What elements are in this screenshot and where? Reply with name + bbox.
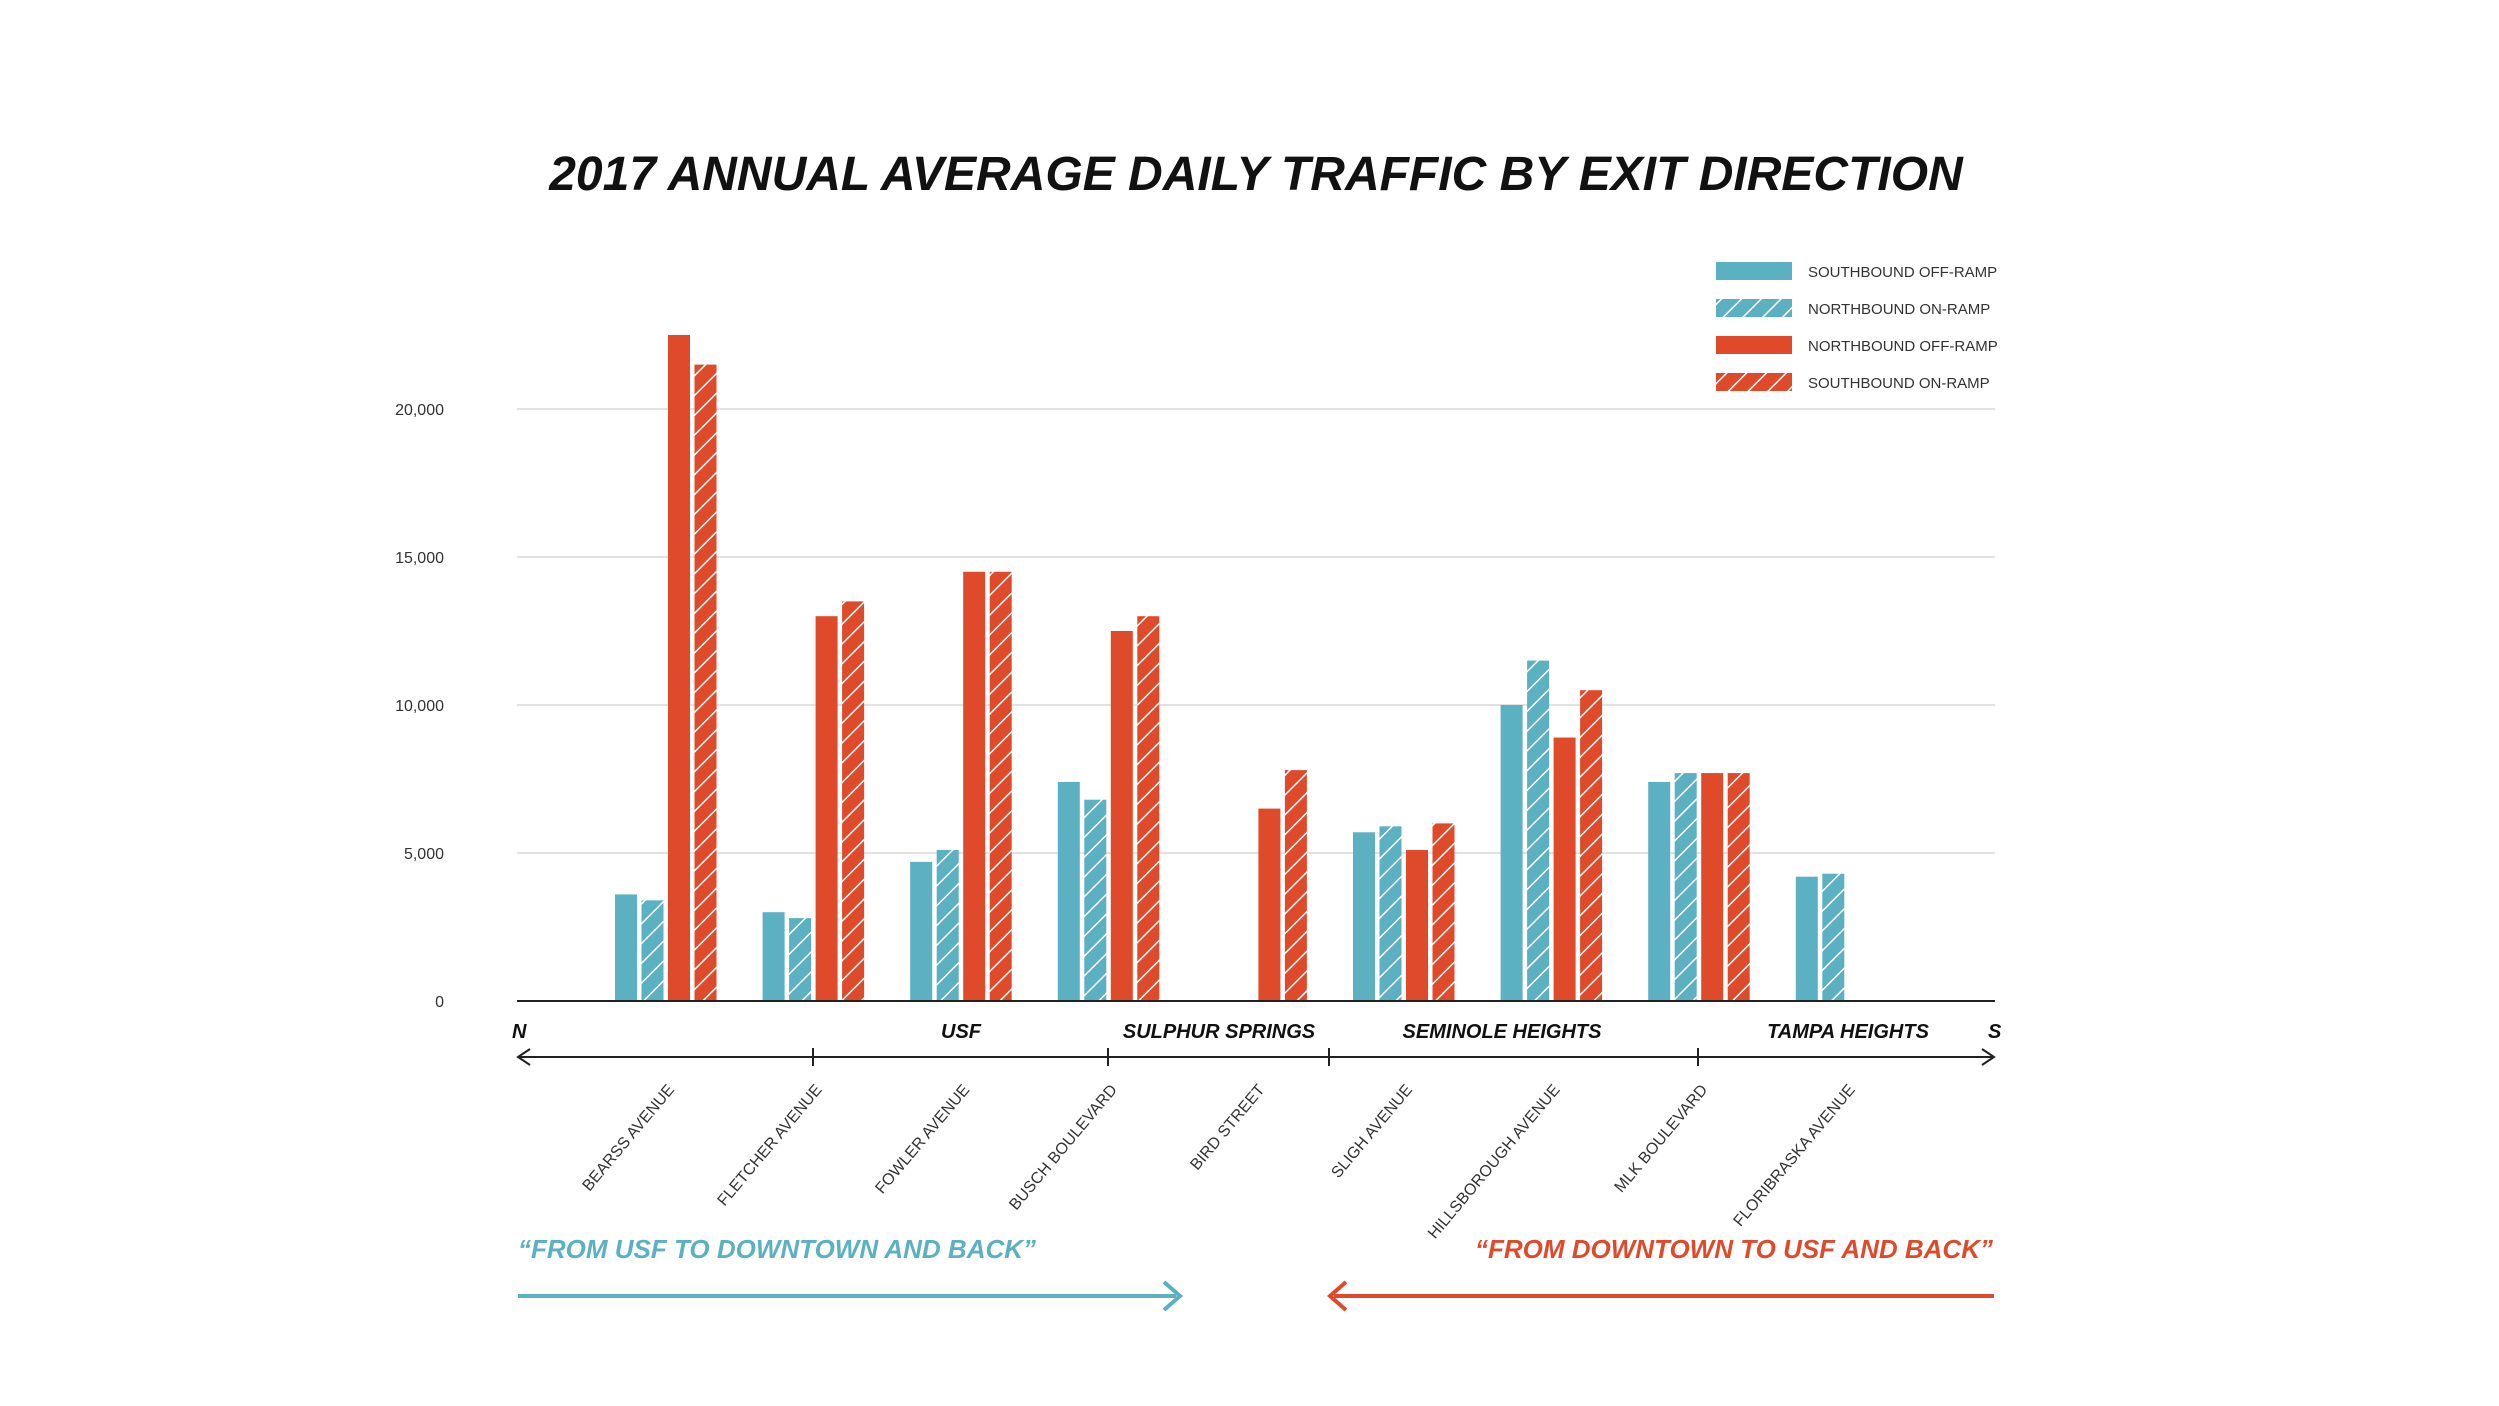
southbound-arrow <box>518 1280 1184 1312</box>
region-usf: USF <box>941 1021 982 1043</box>
legend-swatch <box>1716 373 1792 391</box>
exit-label: HILLSBOROUGH AVENUE <box>1425 1082 1564 1243</box>
exit-label: BIRD STREET <box>1187 1081 1268 1173</box>
legend-swatch <box>1716 336 1792 354</box>
chart-title: 2017 ANNUAL AVERAGE DAILY TRAFFIC BY EXI… <box>548 148 1964 201</box>
legend-swatch <box>1716 262 1792 280</box>
bar-southbound-on-ramp-0 <box>694 364 717 1002</box>
region-axis-right-arrow <box>1981 1048 1996 1066</box>
annotation-usf-to-downtown: “FROM USF TO DOWNTOWN AND BACK” <box>518 1234 1036 1264</box>
legend-label: SOUTHBOUND OFF-RAMP <box>1808 264 1997 281</box>
bar-northbound-off-ramp-2 <box>963 571 986 1001</box>
axis-end-south: S <box>1988 1021 2002 1043</box>
region-seminole-heights: SEMINOLE HEIGHTS <box>1403 1021 1603 1043</box>
bar-northbound-off-ramp-4 <box>1258 808 1281 1001</box>
bar-southbound-on-ramp-5 <box>1432 823 1455 1001</box>
bar-northbound-on-ramp-3 <box>1084 799 1107 1001</box>
legend-label: SOUTHBOUND ON-RAMP <box>1808 375 1990 392</box>
legend: SOUTHBOUND OFF-RAMP NORTHBOUND ON-RAMP NOR… <box>1716 262 1998 392</box>
exit-label: FOWLER AVENUE <box>872 1082 973 1198</box>
southbound-arrow-head <box>1162 1280 1184 1312</box>
exit-labels: BEARSS AVENUE FLETCHER AVENUE FOWLER AVENU… <box>579 1081 1858 1242</box>
y-tick-label: 5,000 <box>404 846 444 863</box>
bar-northbound-on-ramp-7 <box>1674 773 1697 1001</box>
northbound-arrow <box>1326 1280 1994 1312</box>
bar-northbound-off-ramp-0 <box>668 335 690 1001</box>
bar-northbound-on-ramp-1 <box>789 918 812 1001</box>
bar-southbound-on-ramp-4 <box>1284 770 1307 1001</box>
bar-northbound-on-ramp-2 <box>936 850 959 1001</box>
legend-label: NORTHBOUND ON-RAMP <box>1808 301 1990 318</box>
exit-label: SLIGH AVENUE <box>1328 1082 1416 1182</box>
region-axis-left-arrow <box>516 1048 531 1066</box>
exit-label: MLK BOULEVARD <box>1612 1082 1712 1196</box>
axis-end-north: N <box>512 1021 527 1043</box>
bar-southbound-off-ramp-2 <box>910 861 933 1001</box>
region-axis <box>516 1048 1996 1066</box>
bar-northbound-on-ramp-0 <box>641 900 664 1001</box>
annotation-downtown-to-usf: “FROM DOWNTOWN TO USF AND BACK” <box>1475 1234 1993 1264</box>
bar-southbound-off-ramp-7 <box>1648 781 1671 1001</box>
bar-southbound-off-ramp-1 <box>762 912 785 1001</box>
bar-northbound-off-ramp-6 <box>1553 737 1576 1001</box>
bar-southbound-off-ramp-0 <box>615 894 637 1001</box>
y-tick-label: 10,000 <box>395 698 444 715</box>
bar-northbound-off-ramp-5 <box>1406 850 1428 1001</box>
bar-southbound-on-ramp-6 <box>1580 690 1603 1001</box>
legend-swatch <box>1716 299 1792 317</box>
bar-southbound-off-ramp-6 <box>1500 705 1523 1001</box>
gridlines <box>517 408 1995 854</box>
bar-southbound-off-ramp-3 <box>1057 781 1080 1001</box>
y-tick-label: 0 <box>435 994 444 1011</box>
region-sulphur-springs: SULPHUR SPRINGS <box>1123 1021 1316 1043</box>
bar-northbound-off-ramp-1 <box>815 616 838 1001</box>
region-tampa-heights: TAMPA HEIGHTS <box>1767 1021 1930 1043</box>
bar-northbound-off-ramp-3 <box>1110 631 1133 1001</box>
bar-southbound-off-ramp-8 <box>1795 876 1818 1001</box>
bar-southbound-on-ramp-3 <box>1137 616 1160 1001</box>
bar-northbound-on-ramp-6 <box>1527 660 1550 1001</box>
bar-northbound-on-ramp-8 <box>1822 873 1845 1001</box>
exit-label: BUSCH BOULEVARD <box>1006 1082 1121 1214</box>
exit-label: FLETCHER AVENUE <box>715 1082 826 1210</box>
bar-southbound-on-ramp-2 <box>989 571 1012 1001</box>
bar-southbound-off-ramp-5 <box>1353 832 1375 1001</box>
bars <box>615 335 1845 1002</box>
bar-southbound-on-ramp-1 <box>842 601 865 1001</box>
bar-northbound-on-ramp-5 <box>1379 826 1402 1001</box>
bar-northbound-off-ramp-7 <box>1701 773 1724 1001</box>
bar-southbound-on-ramp-7 <box>1727 773 1750 1001</box>
exit-label: BEARSS AVENUE <box>579 1082 678 1195</box>
y-tick-label: 20,000 <box>395 402 444 419</box>
exit-label: FLORIBRASKA AVENUE <box>1731 1082 1859 1230</box>
y-tick-label: 15,000 <box>395 550 444 567</box>
northbound-arrow-head <box>1326 1280 1348 1312</box>
legend-label: NORTHBOUND OFF-RAMP <box>1808 338 1998 355</box>
y-axis-ticks: 0 5,000 10,000 15,000 20,000 <box>395 402 444 1011</box>
